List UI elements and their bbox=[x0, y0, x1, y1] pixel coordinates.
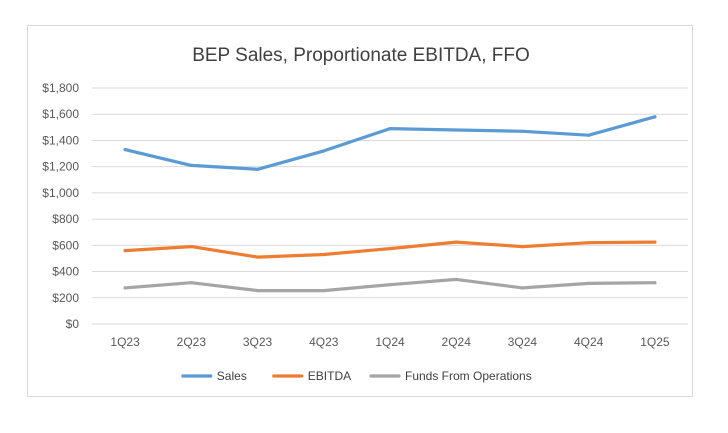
series-line-sales bbox=[123, 115, 657, 171]
data-point-ebitda bbox=[454, 240, 458, 244]
legend: Sales EBITDA Funds From Operations bbox=[181, 369, 532, 383]
legend-label-sales: Sales bbox=[217, 369, 247, 383]
y-tick-label: $1,200 bbox=[42, 160, 79, 174]
data-point-ebitda bbox=[520, 245, 525, 249]
data-point-sales bbox=[123, 148, 127, 152]
x-tick-label: 3Q24 bbox=[508, 335, 538, 349]
y-tick-label: $200 bbox=[52, 291, 79, 305]
data-point-sales bbox=[587, 133, 591, 137]
x-tick-label: 1Q24 bbox=[375, 335, 405, 349]
y-tick-label: $1,800 bbox=[42, 81, 79, 95]
chart-title: BEP Sales, Proportionate EBITDA, FFO bbox=[192, 45, 530, 66]
legend-label-ebitda: EBITDA bbox=[308, 369, 351, 383]
data-point-funds-from-operations bbox=[388, 283, 392, 287]
legend-label-funds-from-operations: Funds From Operations bbox=[405, 369, 532, 383]
data-point-ebitda bbox=[255, 255, 260, 259]
y-tick-label: $0 bbox=[66, 317, 80, 331]
data-point-funds-from-operations bbox=[255, 288, 260, 293]
x-tick-label: 2Q23 bbox=[177, 335, 207, 349]
data-point-sales bbox=[454, 128, 458, 132]
data-point-ebitda bbox=[322, 252, 326, 257]
data-point-sales bbox=[520, 129, 525, 133]
x-tick-label: 1Q25 bbox=[640, 335, 670, 349]
chart-frame: BEP Sales, Proportionate EBITDA, FFO $0 $… bbox=[27, 25, 693, 397]
x-tick-label: 2Q24 bbox=[442, 335, 472, 349]
x-tick-label: 4Q23 bbox=[309, 335, 339, 349]
data-point-sales bbox=[189, 163, 193, 167]
data-point-sales bbox=[322, 149, 326, 153]
data-point-ebitda bbox=[653, 240, 657, 244]
x-tick-label: 3Q23 bbox=[243, 335, 273, 349]
data-point-ebitda bbox=[123, 248, 127, 253]
y-tick-label: $1,400 bbox=[42, 133, 79, 147]
data-point-funds-from-operations bbox=[123, 286, 127, 290]
data-point-funds-from-operations bbox=[322, 288, 326, 293]
y-tick-label: $1,000 bbox=[42, 186, 79, 200]
data-point-funds-from-operations bbox=[587, 281, 591, 285]
line-chart: BEP Sales, Proportionate EBITDA, FFO $0$… bbox=[42, 45, 688, 383]
x-tick-label: 4Q24 bbox=[574, 335, 604, 349]
data-point-ebitda bbox=[587, 241, 591, 245]
data-point-funds-from-operations bbox=[189, 281, 193, 285]
series-lines bbox=[123, 115, 657, 293]
data-point-funds-from-operations bbox=[454, 277, 458, 282]
data-point-funds-from-operations bbox=[653, 281, 657, 285]
y-tick-label: $400 bbox=[52, 265, 79, 279]
data-point-sales bbox=[388, 127, 392, 131]
y-tick-label: $1,600 bbox=[42, 107, 79, 121]
data-point-sales bbox=[255, 167, 260, 171]
y-tick-label: $600 bbox=[52, 238, 79, 252]
data-point-ebitda bbox=[388, 247, 392, 251]
data-point-sales bbox=[653, 115, 657, 119]
x-tick-label: 1Q23 bbox=[110, 335, 140, 349]
data-point-ebitda bbox=[189, 245, 193, 249]
gridlines bbox=[92, 87, 688, 325]
y-tick-label: $800 bbox=[52, 212, 79, 226]
y-axis-ticks: $0 $200 $400 $600 $800 $1,000 $1,200 $1,400 $1,6… bbox=[42, 81, 79, 331]
data-point-funds-from-operations bbox=[520, 286, 525, 290]
x-axis-ticks: 1Q23 2Q23 3Q23 4Q23 1Q24 2Q24 3Q24 4Q24 1Q25 bbox=[110, 335, 669, 349]
